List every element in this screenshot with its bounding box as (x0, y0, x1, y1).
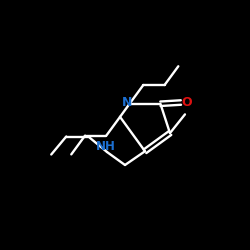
Text: NH: NH (96, 140, 116, 153)
Text: N: N (122, 96, 132, 109)
Text: O: O (181, 96, 192, 109)
